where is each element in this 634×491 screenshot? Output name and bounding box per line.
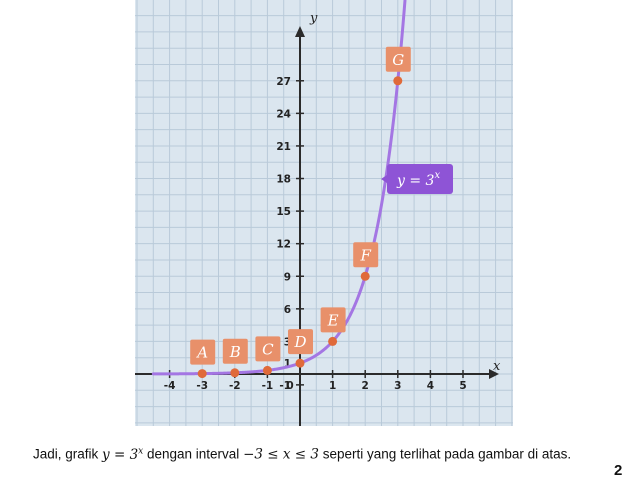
x-tick-label: 5 [459,380,466,392]
point-E [328,336,338,346]
x-tick-label: 2 [362,380,369,392]
point-label-C: C [262,340,274,358]
point-label-box-E [320,307,346,333]
caption-text-2: dengan interval [143,446,244,462]
caption-text-1: Jadi, grafik [33,446,103,462]
caption-math-y: y [102,446,110,463]
x-tick-label: -4 [164,380,176,392]
caption-math-eq: = 3 [109,446,139,463]
y-tick-label: 12 [276,239,291,251]
x-tick-label: 3 [394,380,401,392]
caption-text-3: seperti yang terlihat pada gambar di ata… [318,446,572,462]
point-label-box-F [353,242,379,268]
y-axis-label: y [309,11,318,26]
chart-plot: x y -4 -3 -2 -1 0 1 2 3 4 5 -1 1 3 6 9 12 15 18 21 24 27 y = 3x… [135,0,513,426]
point-C [262,365,272,375]
point-label-D: D [293,333,306,351]
caption-math-interval: −3 ≤ x ≤ 3 [243,446,319,463]
y-tick-label: 9 [284,271,291,283]
y-tick-label: -1 [279,380,291,392]
point-label-box-A [190,339,216,365]
point-label-F: F [359,246,371,264]
y-tick-label: 6 [284,304,291,316]
point-label-box-G [385,46,411,72]
point-D [295,358,305,368]
curve-label-text: y = 3x [396,170,440,189]
y-axis-arrow [295,26,305,37]
point-label-box-C [255,336,281,362]
y-tick-label: 15 [276,206,291,218]
point-label-A: A [195,344,208,362]
x-tick-label: 0 [286,380,293,392]
y-tick-label: 24 [276,108,291,120]
y-tick-label: 3 [284,336,291,348]
point-G [393,76,403,86]
x-axis-label: x [493,359,501,374]
curve-label-box [387,164,453,194]
x-tick-label: 1 [329,380,336,392]
y-tick-label: 21 [276,141,291,153]
point-label-B: B [229,343,241,361]
point-label-G: G [392,51,404,69]
page-number: 2 [614,462,623,479]
x-axis-arrow [489,369,499,379]
caption: Jadi, grafik y = 3x dengan interval −3 ≤… [33,441,593,465]
caption-math-function: y = 3x [102,446,144,463]
curve-label-pointer [381,175,387,183]
y-tick-label: 27 [276,76,291,88]
point-label-box-D [288,329,313,355]
point-B [230,368,240,378]
point-F [360,271,370,281]
y-tick-label: 18 [276,174,291,186]
y-tick-label: 1 [284,358,291,370]
x-tick-label: -3 [196,380,208,392]
point-label-E: E [327,311,339,329]
point-label-box-B [222,338,248,364]
x-tick-label: -1 [262,380,274,392]
curve-y-equals-3-pow-x [151,0,407,376]
x-tick-label: 4 [427,380,434,392]
caption-math-exp: x [138,446,144,456]
point-A [197,369,207,379]
x-tick-label: -2 [229,380,241,392]
